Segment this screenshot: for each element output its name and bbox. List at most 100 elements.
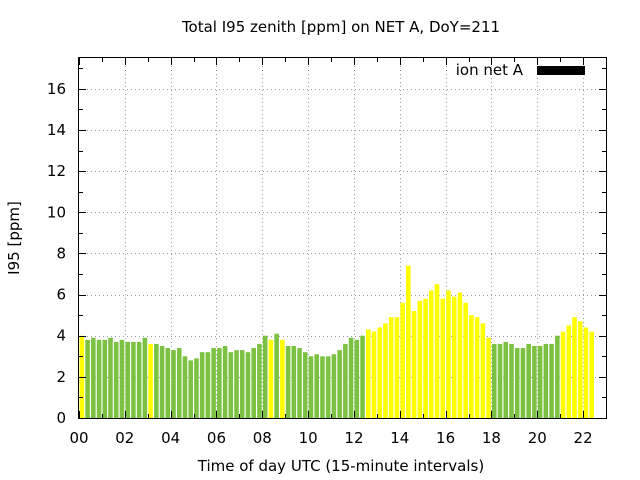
bar	[148, 343, 153, 418]
bar	[113, 341, 119, 418]
bar	[514, 348, 520, 418]
bar	[417, 300, 423, 418]
bar	[589, 331, 594, 418]
bar	[297, 348, 302, 418]
bar	[360, 335, 365, 418]
bar	[234, 350, 239, 418]
bar	[451, 296, 457, 418]
bar	[497, 343, 503, 418]
bar	[280, 339, 285, 418]
bar	[79, 335, 85, 418]
x-tick-label: 12	[344, 429, 363, 447]
bar	[205, 352, 211, 418]
bar	[136, 341, 142, 418]
y-tick-label: 2	[56, 368, 66, 386]
x-tick-label: 06	[207, 429, 226, 447]
legend: ion net A	[456, 61, 585, 79]
x-tick-label: 04	[161, 429, 180, 447]
bar	[429, 290, 434, 418]
bar	[125, 341, 130, 418]
bar	[457, 292, 463, 418]
bar	[171, 350, 176, 418]
bar	[434, 284, 440, 418]
bar	[96, 339, 102, 418]
x-tick-label: 00	[69, 429, 88, 447]
y-axis-label: I95 [ppm]	[5, 201, 23, 275]
bar	[383, 323, 388, 418]
bar	[394, 317, 400, 418]
bar	[337, 350, 342, 418]
bar	[566, 325, 572, 418]
y-tick-label: 4	[56, 327, 66, 345]
bar	[526, 343, 531, 418]
bar	[285, 346, 291, 418]
bar	[400, 302, 405, 418]
bar	[560, 331, 566, 418]
legend-swatch	[537, 66, 585, 75]
bar	[486, 337, 491, 418]
bar	[474, 317, 480, 418]
bar	[572, 317, 577, 418]
bar	[291, 346, 297, 418]
bar	[308, 356, 314, 418]
bar	[492, 343, 497, 418]
bar	[154, 343, 159, 418]
bar	[411, 311, 417, 418]
bar	[302, 352, 308, 418]
bar	[176, 348, 182, 418]
bar	[532, 346, 537, 418]
x-tick-label: 10	[299, 429, 318, 447]
bar	[503, 341, 509, 418]
bar	[222, 346, 228, 418]
y-tick-label: 14	[47, 121, 66, 139]
bar-series	[79, 265, 594, 418]
y-tick-label: 12	[47, 162, 66, 180]
x-tick-label: 14	[390, 429, 409, 447]
bar	[239, 350, 245, 418]
bar	[388, 317, 394, 418]
bar	[371, 331, 377, 418]
bar	[577, 321, 583, 418]
bar	[348, 337, 354, 418]
bar	[199, 352, 205, 418]
bar	[463, 302, 468, 418]
legend-label: ion net A	[456, 61, 524, 79]
bar	[108, 337, 113, 418]
x-axis-label: Time of day UTC (15-minute intervals)	[197, 457, 484, 475]
bar	[211, 348, 216, 418]
bar	[583, 327, 589, 418]
bar	[320, 356, 325, 418]
bar	[446, 290, 451, 418]
bar	[440, 298, 446, 418]
x-tick-label: 08	[253, 429, 272, 447]
grid-lines	[79, 58, 606, 418]
bar	[314, 354, 320, 418]
bar	[423, 298, 428, 418]
plot-frame	[78, 57, 607, 419]
bar	[194, 358, 199, 418]
bar	[549, 343, 554, 418]
bar	[406, 265, 411, 418]
bar	[262, 335, 268, 418]
bar	[165, 348, 171, 418]
y-tick-label: 16	[47, 80, 66, 98]
x-tick-label: 16	[436, 429, 455, 447]
y-tick-label: 0	[56, 409, 66, 427]
bar	[182, 356, 188, 418]
bar	[228, 352, 234, 418]
bar	[343, 343, 348, 418]
x-tick-label: 20	[528, 429, 547, 447]
bar	[159, 346, 165, 418]
bar	[245, 352, 251, 418]
axis-ticks	[79, 58, 606, 419]
y-tick-label: 10	[47, 203, 66, 221]
bar	[520, 348, 526, 418]
bar	[102, 339, 108, 418]
bar	[188, 360, 193, 418]
bar	[131, 341, 136, 418]
bar	[217, 348, 222, 418]
x-tick-labels: 00 02 04 06 08 10 12 14 16 18 20 22	[69, 429, 592, 447]
bar	[377, 327, 383, 418]
bar	[543, 343, 549, 418]
